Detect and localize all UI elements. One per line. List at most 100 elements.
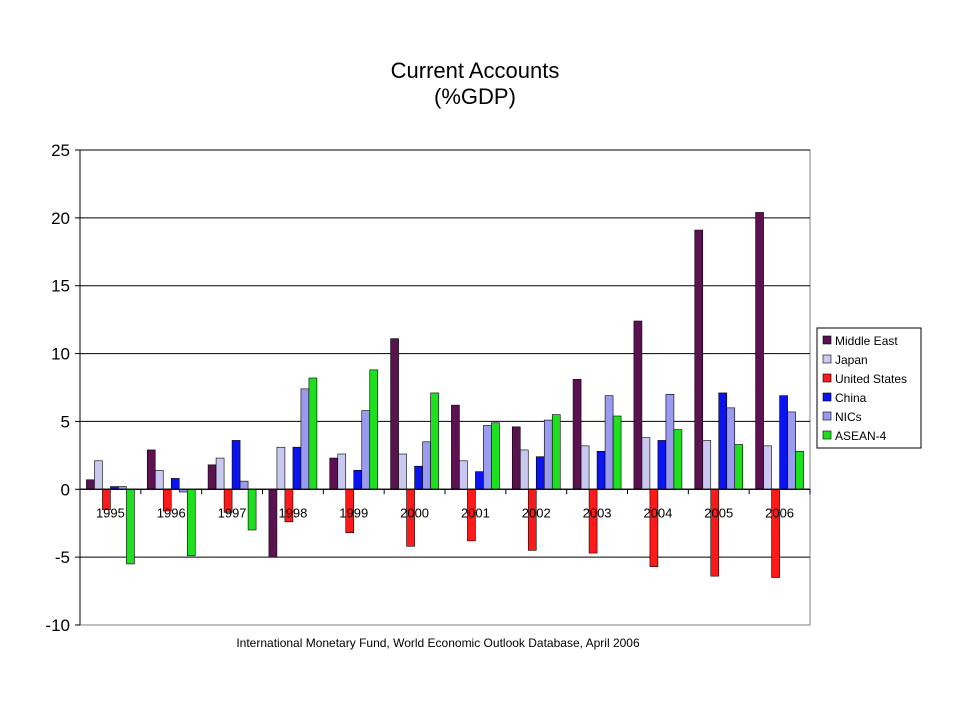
legend-box	[816, 327, 922, 449]
bar-nics-2004	[665, 393, 675, 490]
y-tick-label: 20	[51, 209, 70, 228]
x-tick-label: 2006	[765, 505, 794, 520]
bar-asean-4-2000	[430, 392, 439, 490]
bar-asean-4-1996	[186, 488, 196, 557]
bar-china-1999	[353, 469, 363, 490]
x-tick-label: 2000	[400, 505, 429, 520]
bar-japan-2001	[459, 460, 468, 490]
bar-middle-east-1996	[146, 449, 156, 490]
y-tick-label: 10	[51, 345, 70, 364]
bar-asean-4-2003	[612, 415, 622, 490]
bar-asean-4-2004	[673, 429, 683, 490]
bar-asean-4-1999	[369, 369, 379, 490]
bar-china-2002	[535, 456, 545, 490]
legend-swatch	[822, 335, 832, 345]
y-tick-label: 5	[61, 412, 70, 431]
bar-japan-2005	[702, 440, 712, 490]
bar-united-states-2004	[649, 488, 659, 567]
chart-title: Current Accounts	[391, 58, 560, 83]
x-tick-label: 1996	[157, 505, 186, 520]
bar-united-states-2005	[710, 488, 720, 577]
bar-nics-2000	[422, 441, 431, 490]
x-tick-label: 1997	[218, 505, 247, 520]
y-tick-label: -10	[45, 616, 70, 635]
bar-middle-east-2001	[451, 404, 460, 490]
x-tick-label: 2001	[461, 505, 490, 520]
bar-japan-2006	[763, 445, 772, 490]
bar-middle-east-1999	[329, 457, 339, 490]
x-tick-label: 2004	[643, 505, 672, 520]
legend-label: Japan	[835, 353, 868, 367]
bar-middle-east-1998	[268, 488, 278, 558]
legend-swatch	[822, 373, 832, 383]
bar-nics-2003	[604, 395, 614, 490]
bar-japan-1999	[337, 453, 347, 490]
x-tick-label: 1995	[96, 505, 125, 520]
bar-asean-4-1997	[247, 488, 257, 531]
bar-asean-4-1998	[308, 377, 318, 490]
bar-japan-1996	[154, 469, 164, 490]
bar-nics-1997	[239, 480, 249, 490]
x-tick-label: 1999	[339, 505, 368, 520]
bar-middle-east-2002	[511, 426, 521, 490]
legend-label: United States	[835, 372, 907, 386]
legend-swatch	[822, 392, 832, 402]
bar-china-1998	[292, 446, 302, 490]
chart-subtitle: (%GDP)	[434, 84, 516, 109]
bar-china-2001	[475, 471, 484, 490]
x-tick-label: 2003	[583, 505, 612, 520]
bar-asean-4-1995	[126, 488, 135, 565]
legend-swatch	[822, 430, 832, 440]
bar-asean-4-2006	[795, 450, 804, 490]
bar-china-2005	[718, 392, 728, 490]
bar-nics-2001	[483, 425, 492, 490]
bar-middle-east-1997	[207, 464, 217, 490]
bar-united-states-2003	[588, 488, 598, 554]
legend-label: NICs	[835, 410, 862, 424]
bar-middle-east-2005	[694, 229, 704, 490]
bar-japan-2003	[580, 445, 590, 490]
bar-middle-east-2000	[390, 338, 399, 490]
bar-china-2003	[596, 450, 606, 490]
bar-asean-4-2001	[491, 422, 500, 490]
bar-nics-2006	[787, 411, 796, 490]
legend-swatch	[822, 411, 832, 421]
legend-label: ASEAN-4	[835, 429, 887, 443]
bar-japan-2002	[519, 449, 529, 490]
x-tick-label: 1998	[278, 505, 307, 520]
bar-nics-2005	[726, 407, 736, 490]
bar-middle-east-1995	[86, 479, 95, 490]
legend-label: Middle East	[835, 334, 898, 348]
y-tick-label: -5	[55, 548, 70, 567]
legend-label: China	[835, 391, 867, 405]
bar-china-2004	[657, 440, 667, 490]
bar-japan-1995	[94, 460, 103, 490]
y-tick-label: 0	[61, 480, 70, 499]
bar-middle-east-2006	[755, 212, 764, 490]
plot-frame	[79, 149, 811, 626]
bar-japan-2000	[398, 453, 407, 490]
bar-japan-1998	[276, 446, 286, 490]
bar-united-states-2006	[771, 488, 780, 578]
legend: Middle East Japan United States China NICs AS…	[816, 327, 922, 449]
y-tick-label: 15	[51, 277, 70, 296]
bar-china-2000	[414, 465, 423, 490]
x-tick-label: 2002	[522, 505, 551, 520]
legend-swatch	[822, 354, 832, 364]
bar-japan-1997	[215, 457, 225, 490]
x-tick-label: 2005	[704, 505, 733, 520]
bar-asean-4-2005	[734, 444, 744, 490]
y-tick-label: 25	[51, 141, 70, 160]
source-note: International Monetary Fund, World Econo…	[236, 636, 640, 650]
bar-nics-1998	[300, 388, 310, 490]
bar-middle-east-2003	[572, 379, 582, 490]
bar-middle-east-2004	[633, 320, 643, 490]
bar-china-1997	[231, 440, 241, 490]
bar-nics-2002	[543, 419, 553, 490]
plot-area: -10 -5 0 5 10 15 20 25 1995 1996 1997 1998 1999 2000 2…	[45, 141, 811, 635]
bar-china-2006	[779, 395, 788, 490]
bar-asean-4-2002	[551, 414, 561, 490]
bar-japan-2004	[641, 437, 651, 490]
